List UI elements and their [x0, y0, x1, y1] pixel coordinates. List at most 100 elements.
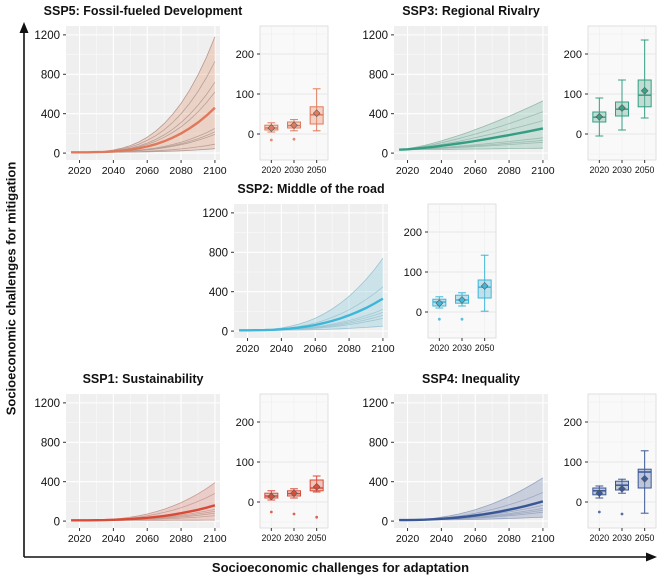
ssp1-box-chart: 0 100 200 2020 2030 2050: [236, 393, 329, 543]
y-tick-label: 200: [236, 417, 254, 429]
plot-background: [66, 394, 220, 528]
mean-diamond: [312, 109, 321, 118]
y-tick-label: 100: [404, 267, 422, 279]
panel-title-ssp4: SSP4: Inequality: [422, 372, 520, 386]
x-tick-label: 2020: [262, 165, 282, 175]
x-tick-label: 2060: [136, 165, 160, 177]
x-tick-label: 2040: [270, 343, 294, 355]
x-tick-label: 2060: [464, 533, 488, 545]
outlier-point: [269, 510, 273, 514]
trend-line: [399, 127, 544, 151]
x-tick-label: 2030: [452, 343, 472, 353]
trend-line: [71, 504, 216, 522]
outlier-point: [597, 510, 601, 514]
x-tick-label: 2080: [497, 165, 521, 177]
x-tick-label: 2080: [169, 533, 193, 545]
y-tick-label: 1200: [202, 208, 228, 220]
ssp2-box-chart: 0 100 200 2020 2030 2050: [404, 203, 497, 353]
outlier-point: [292, 512, 296, 516]
x-tick-label: 2020: [590, 533, 610, 543]
ssp4-box-chart: 0 100 200 2020 2030 2050: [564, 393, 657, 543]
outlier-point: [292, 137, 296, 141]
panel-ssp4: SSP4: Inequality 0 400 800 1200 2020 2040 2060…: [354, 370, 660, 550]
outlier-point: [315, 515, 319, 519]
y-tick-label: 800: [369, 437, 388, 449]
uncertainty-band: [71, 36, 215, 153]
y-tick-label: 800: [41, 69, 60, 81]
x-tick-label: 2040: [430, 165, 454, 177]
x-tick-label: 2050: [635, 165, 655, 175]
ssp3-line-chart: 0 400 800 1200 2020 2040 2060 2080 2100: [362, 26, 555, 177]
panel-title-ssp5: SSP5: Fossil-fueled Development: [43, 4, 243, 18]
x-tick-label: 2100: [531, 165, 555, 177]
x-tick-label: 2030: [284, 165, 304, 175]
mean-diamond: [267, 492, 276, 501]
y-tick-label: 100: [564, 457, 582, 469]
x-tick-label: 2080: [169, 165, 193, 177]
y-tick-label: 200: [564, 49, 582, 61]
y-tick-label: 0: [382, 516, 388, 528]
panel-ssp5: SSP5: Fossil-fueled Development 0 400 800 1…: [26, 2, 332, 182]
x-tick-label: 2060: [136, 533, 160, 545]
y-tick-label: 100: [236, 457, 254, 469]
x-tick-label: 2020: [430, 343, 450, 353]
x-tick-label: 2020: [236, 343, 260, 355]
mean-diamond: [312, 482, 321, 491]
x-tick-label: 2080: [497, 533, 521, 545]
y-axis-title: Socioeconomic challenges for mitigation: [3, 161, 19, 416]
mean-diamond: [595, 489, 604, 498]
x-tick-label: 2050: [475, 343, 495, 353]
x-tick-label: 2030: [612, 165, 632, 175]
panel-title-ssp2: SSP2: Middle of the road: [237, 182, 385, 196]
outlier-point: [460, 317, 464, 321]
mean-diamond: [480, 282, 489, 290]
y-tick-label: 400: [369, 109, 388, 121]
x-tick-label: 2080: [337, 343, 361, 355]
y-tick-label: 800: [41, 437, 60, 449]
x-tick-label: 2030: [284, 533, 304, 543]
ssp5-line-chart: 0 400 800 1200 2020 2040 2060 2080 2100: [34, 26, 227, 177]
y-tick-label: 200: [564, 417, 582, 429]
x-tick-label: 2040: [430, 533, 454, 545]
x-tick-label: 2020: [68, 533, 92, 545]
ensemble-line: [399, 111, 544, 151]
mean-diamond: [618, 484, 626, 493]
plot-background: [234, 204, 388, 338]
y-tick-label: 0: [576, 497, 582, 509]
panel-ssp1: SSP1: Sustainability 0 400 800 1200 2020 2040…: [26, 370, 332, 550]
ssp1-line-chart: 0 400 800 1200 2020 2040 2060 2080 2100: [34, 394, 227, 545]
y-tick-label: 100: [564, 89, 582, 101]
x-tick-label: 2100: [531, 533, 555, 545]
uncertainty-band: [399, 100, 543, 150]
x-tick-label: 2050: [635, 533, 655, 543]
x-tick-label: 2060: [464, 165, 488, 177]
outlier-point: [437, 317, 441, 321]
y-tick-label: 0: [416, 307, 422, 319]
y-tick-label: 800: [209, 247, 228, 259]
x-tick-label: 2020: [396, 165, 420, 177]
outlier-point: [269, 138, 273, 142]
y-tick-label: 1200: [362, 398, 388, 410]
x-tick-label: 2020: [396, 533, 420, 545]
x-tick-label: 2040: [102, 165, 126, 177]
ssp5-box-chart: 0 100 200 2020 2030 2050: [236, 25, 329, 175]
mean-diamond: [290, 489, 298, 498]
y-tick-label: 0: [576, 129, 582, 141]
y-tick-label: 0: [54, 148, 60, 160]
x-tick-label: 2030: [612, 533, 632, 543]
outlier-point: [620, 512, 624, 516]
x-tick-label: 2100: [203, 533, 227, 545]
mean-diamond: [595, 112, 604, 121]
x-tick-label: 2100: [203, 165, 227, 177]
x-tick-label: 2060: [304, 343, 328, 355]
mean-diamond: [640, 86, 649, 95]
y-tick-label: 400: [209, 287, 228, 299]
x-tick-label: 2050: [307, 533, 327, 543]
panel-ssp2: SSP2: Middle of the road 0 400 800 1200 2020…: [194, 180, 500, 360]
y-tick-label: 0: [382, 148, 388, 160]
panel-title-ssp3: SSP3: Regional Rivalry: [402, 4, 540, 18]
ssp4-line-chart: 0 400 800 1200 2020 2040 2060 2080 2100: [362, 394, 555, 545]
y-tick-label: 200: [404, 227, 422, 239]
x-tick-label: 2020: [262, 533, 282, 543]
